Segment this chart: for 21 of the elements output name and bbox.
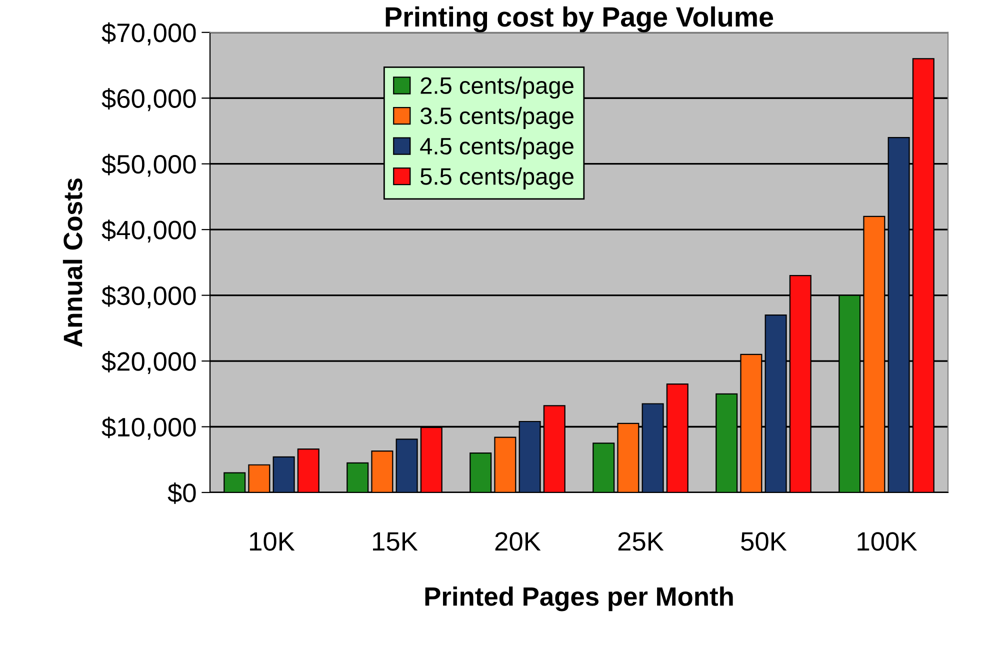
chart-title: Printing cost by Page Volume: [386, 6, 774, 32]
y-tick-label: $60,000: [102, 88, 196, 112]
x-tick-label: 100K: [858, 532, 918, 551]
legend-label: 5.5 cents/page: [420, 167, 574, 190]
x-tick-label: 20K: [495, 532, 541, 551]
x-tick-label: 15K: [373, 532, 418, 551]
y-tick-label: $20,000: [102, 351, 196, 374]
y-axis-title: Annual Costs: [62, 178, 82, 347]
y-tick-label: $30,000: [102, 285, 196, 308]
legend-label: 2.5 cents/page: [420, 76, 574, 99]
y-tick-label: $70,000: [102, 22, 196, 46]
x-tick-label: 25K: [618, 532, 664, 551]
legend-label: 3.5 cents/page: [420, 106, 574, 129]
legend-label: 4.5 cents/page: [420, 137, 574, 160]
x-tick-label: 50K: [741, 532, 787, 551]
y-tick-label: $0: [168, 482, 196, 504]
y-tick-label: $50,000: [102, 154, 196, 177]
x-axis-title: Printed Pages per Month: [425, 586, 733, 612]
y-tick-label: $10,000: [102, 416, 196, 440]
y-tick-label: $40,000: [102, 220, 196, 243]
x-tick-label: 10K: [250, 532, 295, 551]
